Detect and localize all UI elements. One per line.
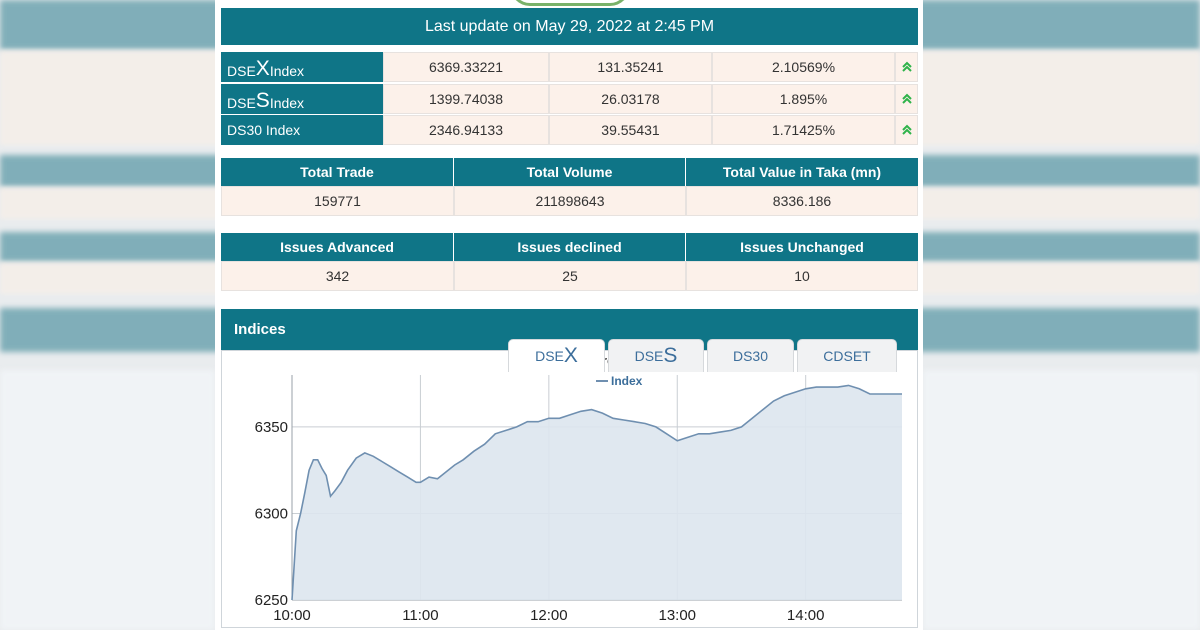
- y-tick-label: 6300: [255, 505, 288, 522]
- double-chevron-up-icon: [895, 115, 918, 145]
- tab-dses[interactable]: DSE S: [608, 339, 704, 372]
- index-percent: 2.10569%: [712, 52, 895, 82]
- legend-label-index: Index: [611, 374, 643, 388]
- stat-header-total-value: Total Value in Taka (mn): [686, 158, 918, 186]
- index-value: 2346.94133: [383, 115, 549, 145]
- stat-header-total-volume: Total Volume: [454, 158, 686, 186]
- index-row-dses: DSE S Index 1399.74038 26.03178 1.895%: [221, 84, 918, 114]
- index-percent: 1.895%: [712, 84, 895, 114]
- index-value: 1399.74038: [383, 84, 549, 114]
- stat-total-volume: 211898643: [454, 186, 686, 216]
- tab-dsex[interactable]: DSE X: [508, 339, 605, 372]
- index-row-ds30: DS30 Index 2346.94133 39.55431 1.71425%: [221, 115, 918, 145]
- tab-cdset[interactable]: CDSET: [797, 339, 897, 372]
- stat-issues-unchanged: 10: [686, 261, 918, 291]
- index-row-dsex: DSE X Index 6369.33221 131.35241 2.10569%: [221, 52, 918, 82]
- stat-total-trade: 159771: [221, 186, 454, 216]
- index-percent: 1.71425%: [712, 115, 895, 145]
- series-area-index: [292, 385, 902, 600]
- stat-total-value: 8336.186: [686, 186, 918, 216]
- last-update-text: Last update on May 29, 2022 at 2:45 PM: [424, 17, 715, 35]
- index-name-dses[interactable]: DSE S Index: [221, 84, 383, 114]
- y-tick-label: 6350: [255, 419, 288, 436]
- index-name-ds30[interactable]: DS30 Index: [221, 115, 383, 145]
- x-tick-label: 10:00: [273, 607, 311, 624]
- index-chart: 10:0011:0012:0013:0014:00625063006350DSE…: [255, 353, 902, 624]
- y-tick-label: 6250: [255, 592, 288, 609]
- index-change: 131.35241: [549, 52, 712, 82]
- chart-frame: 10:0011:0012:0013:0014:00625063006350DSE…: [221, 350, 918, 628]
- index-change: 26.03178: [549, 84, 712, 114]
- series-line-index: [291, 384, 902, 601]
- logo-arc: [510, 0, 630, 6]
- stat-header-issues-advanced: Issues Advanced: [221, 233, 454, 261]
- last-update-bar: Last update on May 29, 2022 at 2:45 PM: [221, 8, 918, 45]
- indices-title: Indices: [234, 321, 286, 338]
- stat-issues-advanced: 342: [221, 261, 454, 291]
- x-tick-label: 13:00: [658, 607, 696, 624]
- market-summary-panel: Last update on May 29, 2022 at 2:45 PM D…: [215, 0, 923, 630]
- stat-header-issues-unchanged: Issues Unchanged: [686, 233, 918, 261]
- stat-issues-declined: 25: [454, 261, 686, 291]
- tab-ds30[interactable]: DS30: [707, 339, 794, 372]
- x-tick-label: 12:00: [530, 607, 568, 624]
- stat-header-total-trade: Total Trade: [221, 158, 454, 186]
- index-change: 39.55431: [549, 115, 712, 145]
- stat-header-issues-declined: Issues declined: [454, 233, 686, 261]
- x-tick-label: 11:00: [402, 607, 438, 624]
- x-tick-label: 14:00: [787, 607, 825, 624]
- index-name-dsex[interactable]: DSE X Index: [221, 52, 383, 82]
- double-chevron-up-icon: [895, 84, 918, 114]
- index-value: 6369.33221: [383, 52, 549, 82]
- double-chevron-up-icon: [895, 52, 918, 82]
